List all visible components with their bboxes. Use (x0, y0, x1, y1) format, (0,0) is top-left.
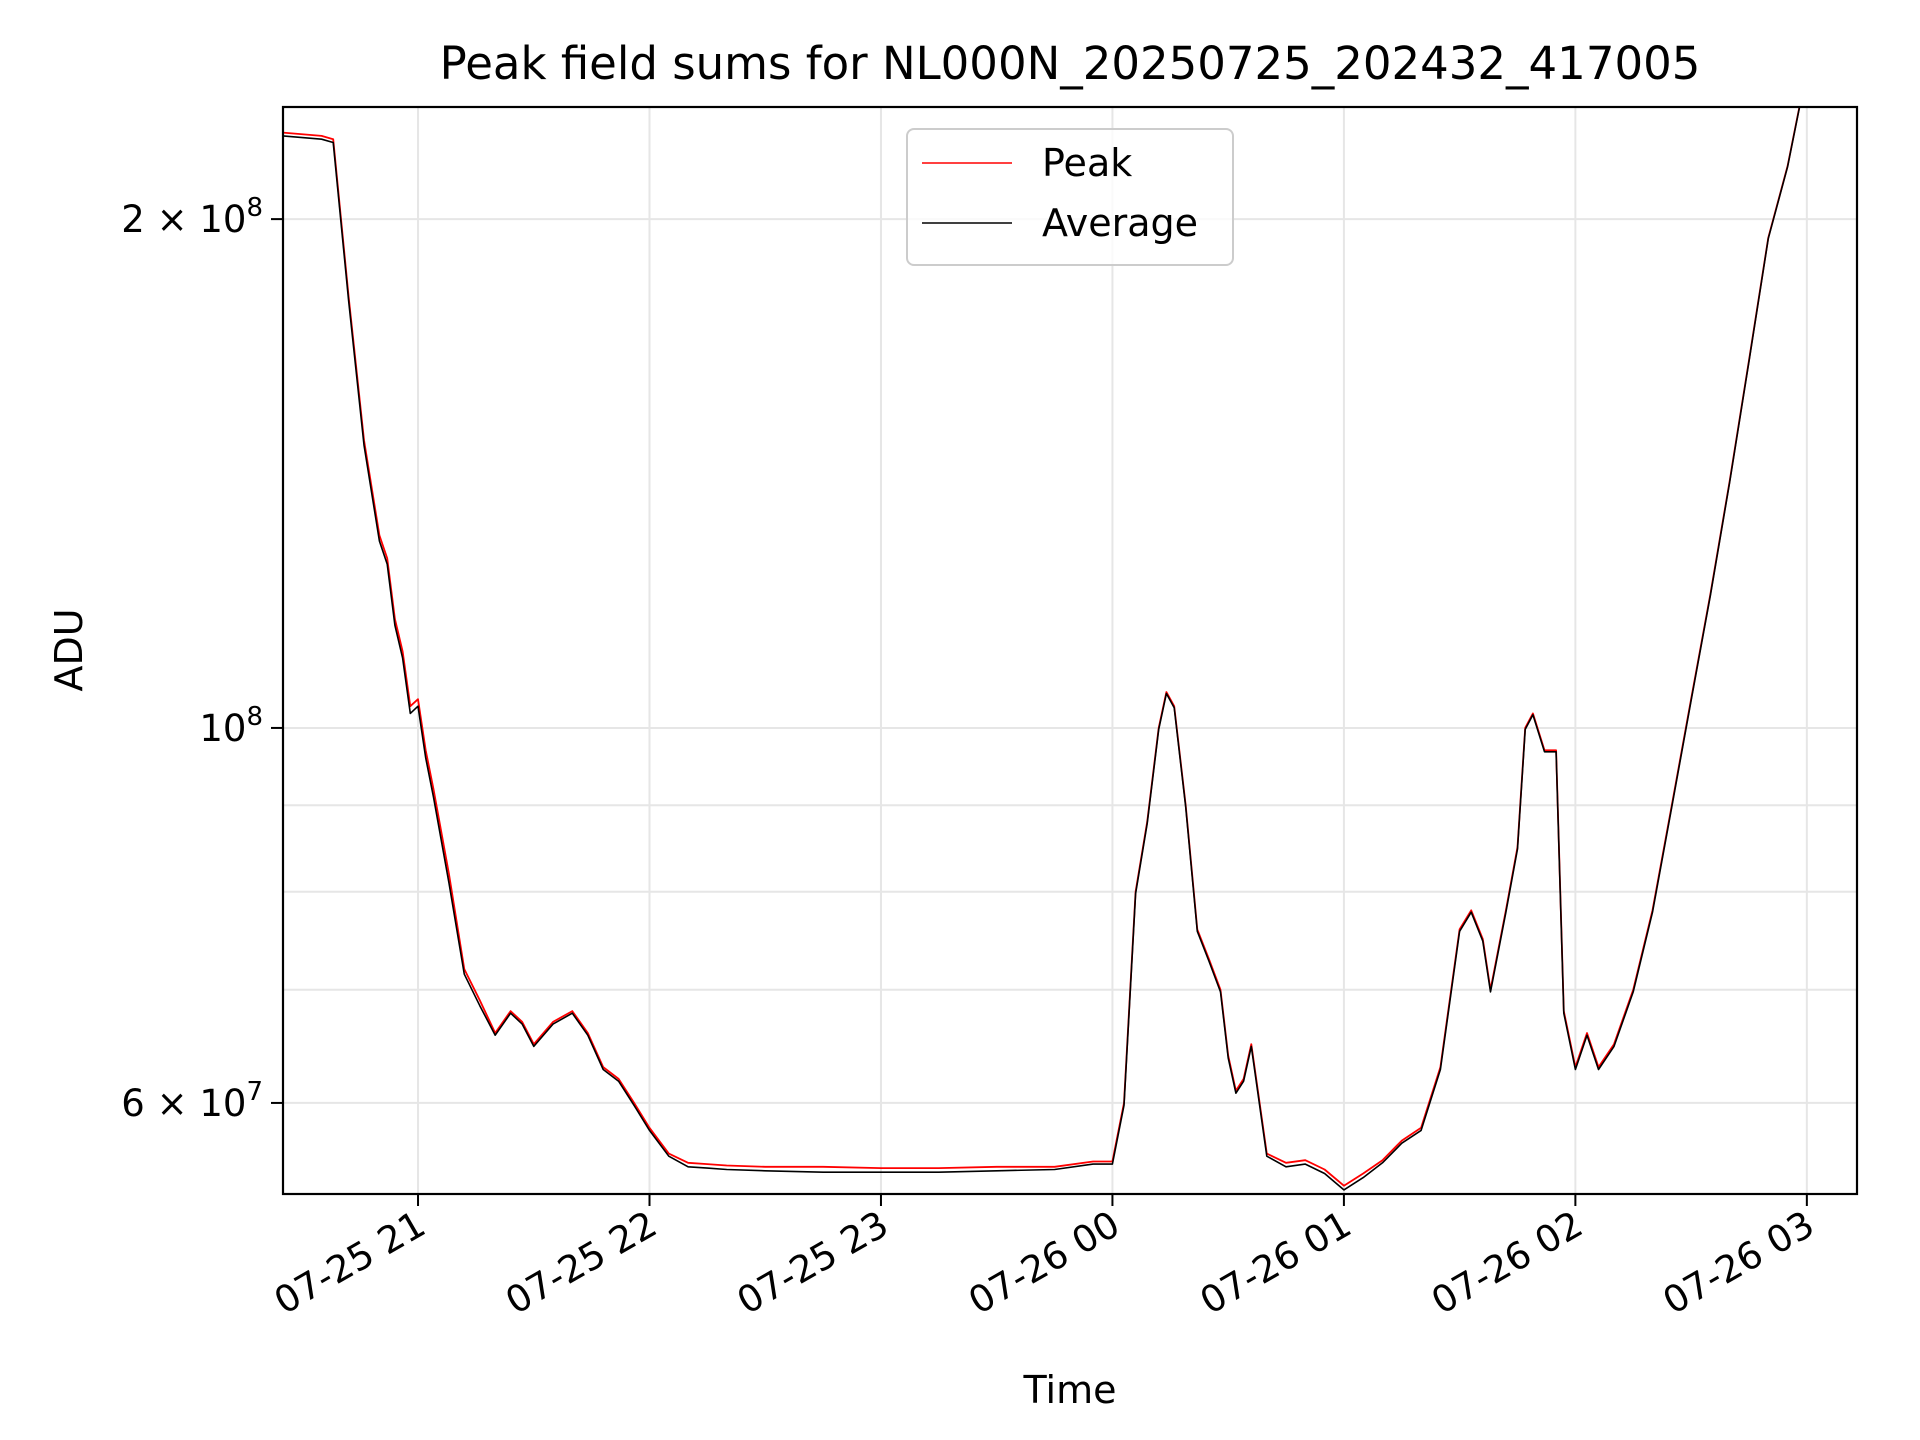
y-ticks: 6 × 107 108 2 × 108 (121, 193, 283, 1125)
plot-background (283, 107, 1857, 1194)
y-tick-label: 2 × 108 (121, 193, 263, 241)
legend-label-peak: Peak (1042, 141, 1132, 185)
series-line-average (283, 107, 1801, 1191)
legend: Peak Average (906, 128, 1234, 266)
y-tick-label: 108 (199, 702, 263, 750)
plot-frame (281, 105, 1859, 1196)
y-axis-label: ADU (47, 608, 91, 691)
series-group (283, 107, 1801, 1191)
y-tick-label: 6 × 107 (121, 1077, 263, 1125)
legend-label-average: Average (1042, 201, 1198, 245)
chart-title: Peak field sums for NL000N_20250725_2024… (440, 37, 1701, 90)
x-axis-label: Time (1023, 1368, 1117, 1412)
